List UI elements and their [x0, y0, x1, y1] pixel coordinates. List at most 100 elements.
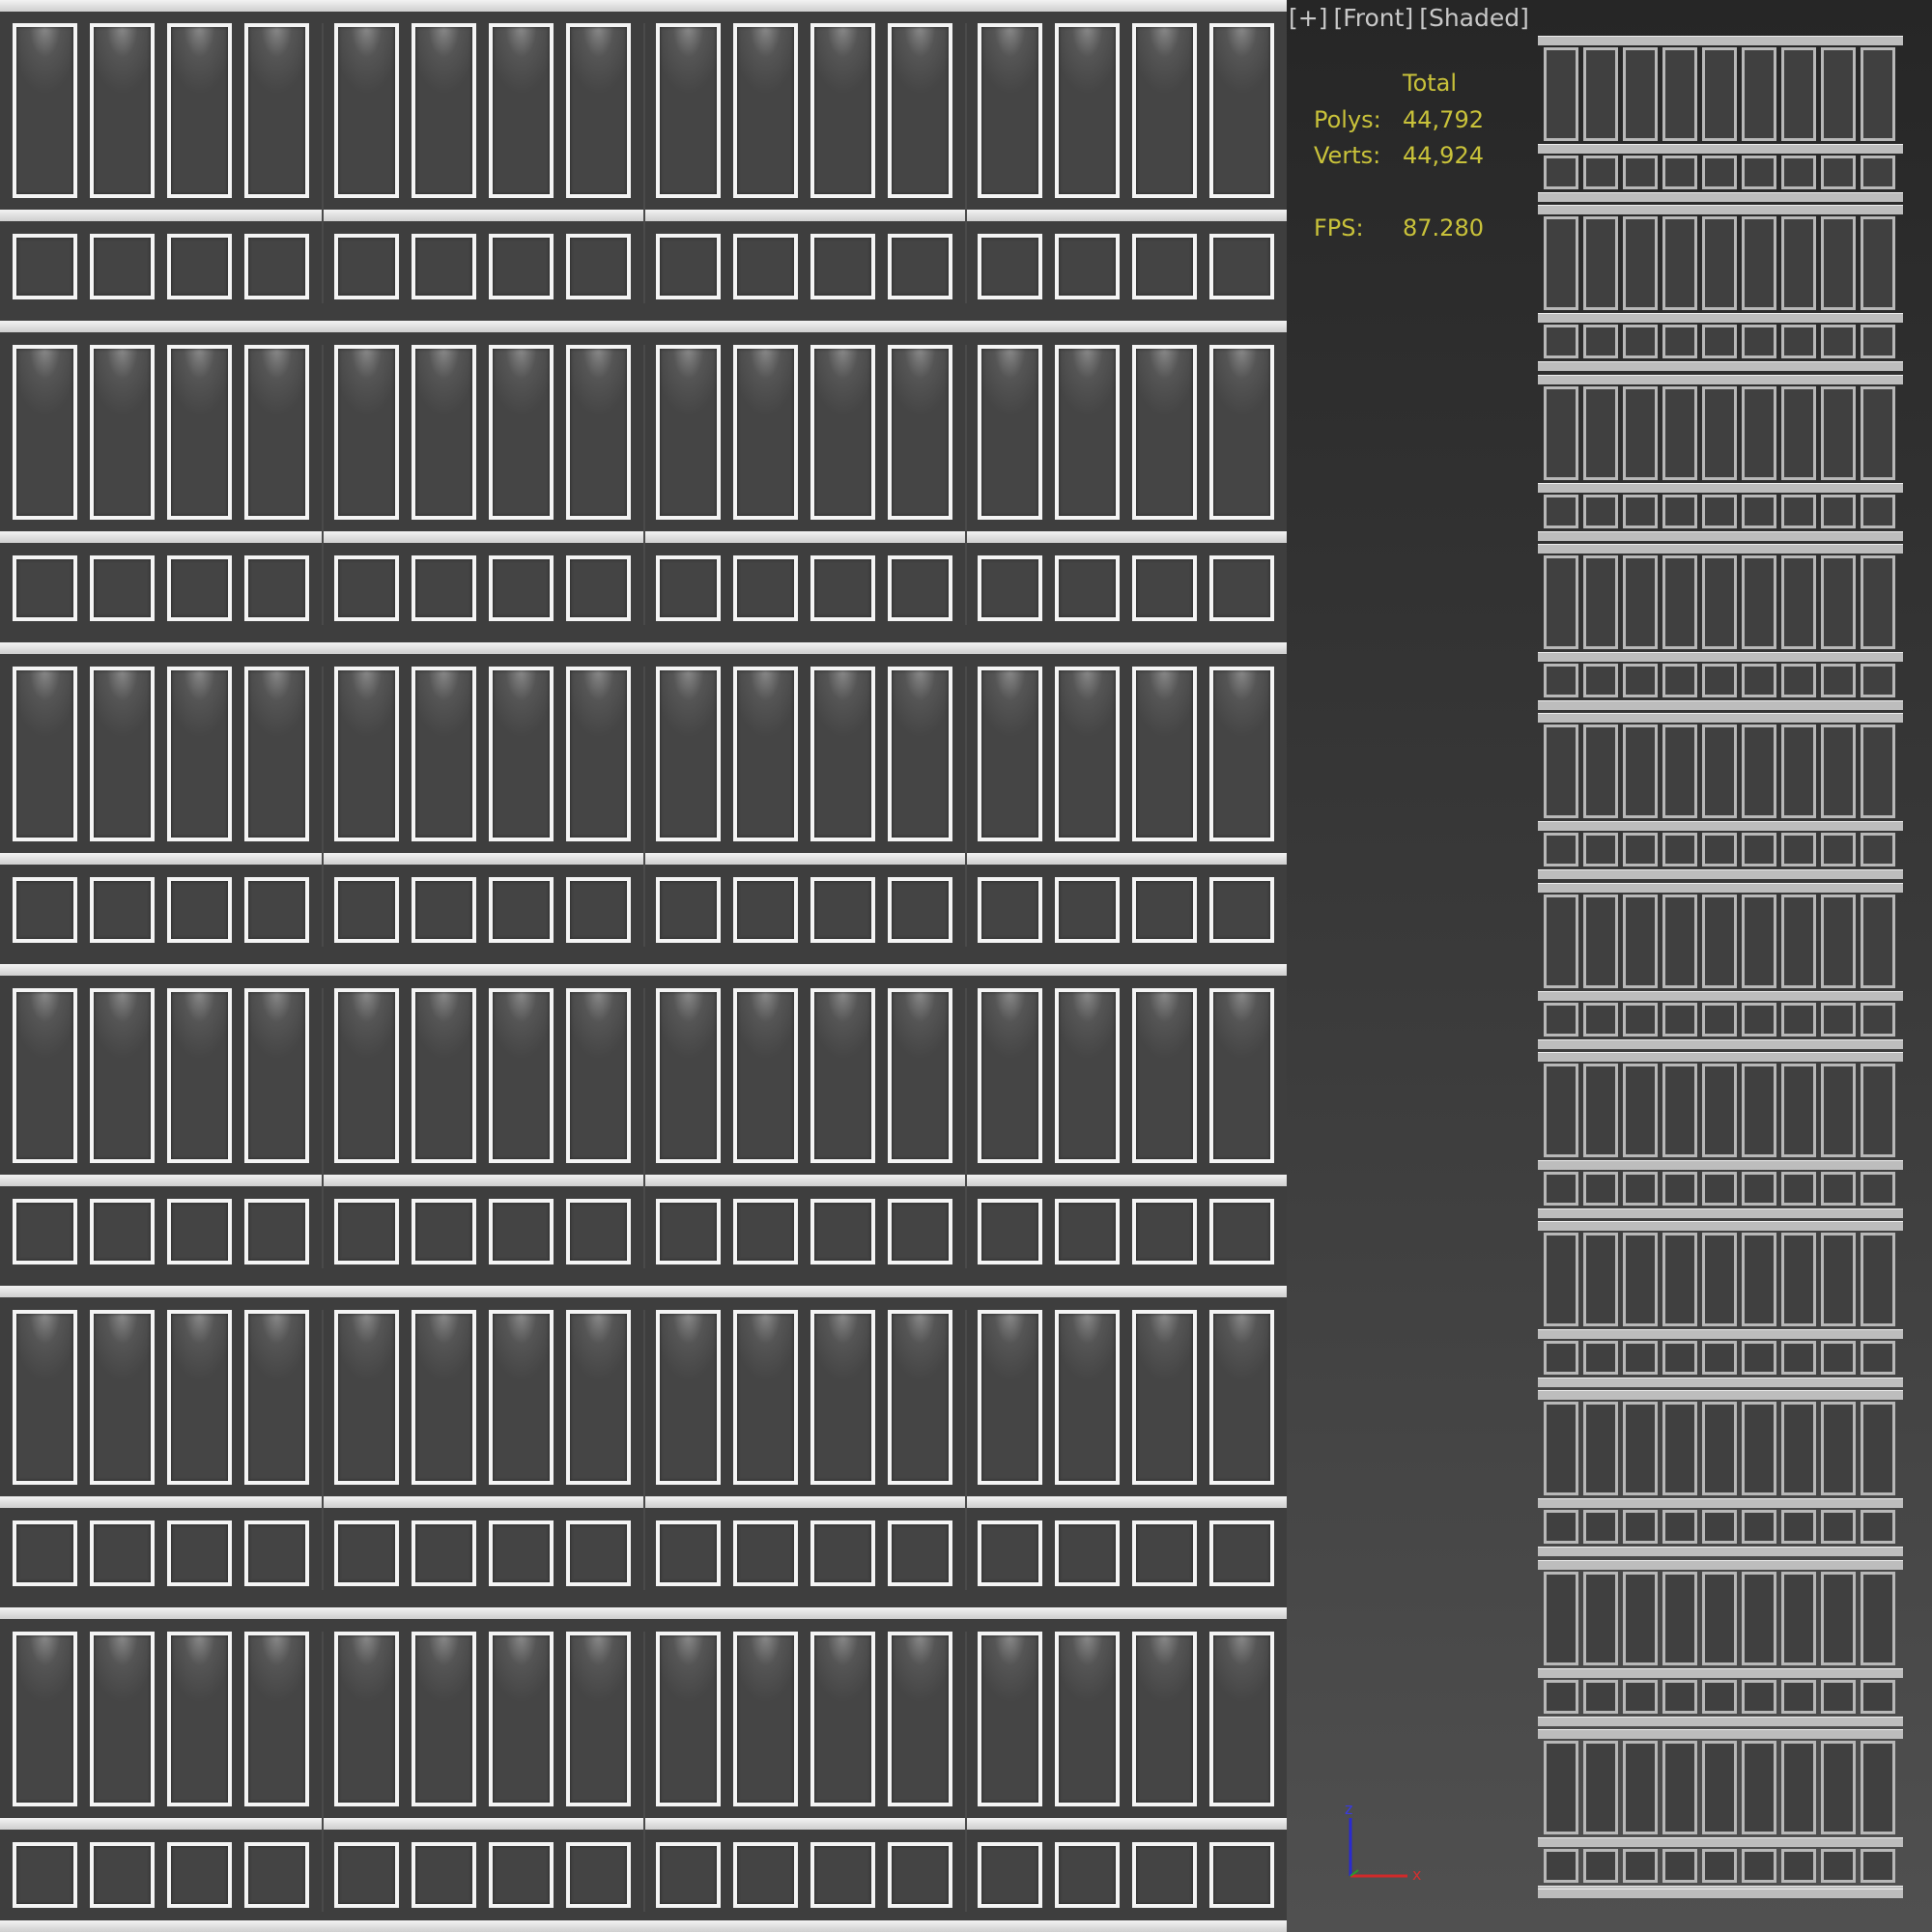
tall-panel — [1132, 345, 1197, 520]
short-panel — [1132, 1842, 1197, 1908]
model-tall-panel — [1583, 47, 1618, 141]
tall-panel — [489, 667, 554, 841]
tall-panel — [90, 667, 155, 841]
tall-panel — [167, 345, 232, 520]
viewport-shading-shaded[interactable]: [Shaded] — [1419, 4, 1529, 32]
model-tall-panel — [1742, 385, 1776, 480]
tall-panel — [412, 345, 476, 520]
tall-panel — [1209, 667, 1274, 841]
model-short-panel — [1662, 833, 1697, 867]
model-short-panel — [1662, 1849, 1697, 1883]
model-tall-panel — [1861, 724, 1895, 819]
model-short-panel — [1861, 663, 1895, 697]
model-short-panel — [1702, 1679, 1737, 1714]
model-short-panel — [1702, 1171, 1737, 1206]
tall-panel — [566, 667, 631, 841]
model-tall-panel — [1702, 1402, 1737, 1496]
tall-panel — [1209, 988, 1274, 1163]
tall-panel — [334, 1310, 399, 1485]
viewport-menu-plus[interactable]: [+] — [1289, 4, 1328, 32]
model-short-panel — [1544, 1849, 1578, 1883]
model-tall-panel — [1861, 1233, 1895, 1327]
model-short-panel — [1702, 833, 1737, 867]
short-panel — [334, 877, 399, 943]
model-short-panel — [1544, 663, 1578, 697]
tall-panel — [1055, 988, 1120, 1163]
short-panel — [167, 1199, 232, 1264]
model-short-panel — [1623, 1341, 1658, 1376]
tall-panel — [1132, 667, 1197, 841]
tall-panel — [656, 1310, 721, 1485]
group-separator — [965, 1632, 967, 1912]
model-short-panel — [1742, 663, 1776, 697]
model-short-panel — [1861, 1002, 1895, 1037]
short-panel — [888, 1520, 952, 1586]
trim-strip — [0, 1286, 1287, 1297]
model-tall-panel — [1544, 47, 1578, 141]
tall-panel — [1132, 1310, 1197, 1485]
model-short-panel — [1781, 1679, 1816, 1714]
model-ledge — [1538, 713, 1903, 724]
front-viewport[interactable]: [+] [Front] [Shaded] Total Polys: 44,792 Ve… — [1287, 0, 1932, 1932]
model-tall-panel — [1662, 724, 1697, 819]
trim-strip — [0, 1607, 1287, 1619]
model-ledge — [1538, 1051, 1903, 1062]
model-short-panel — [1662, 1679, 1697, 1714]
tall-panel — [489, 1310, 554, 1485]
model-tall-panel — [1861, 554, 1895, 649]
model-tall-panel — [1702, 216, 1737, 311]
model-tall-panel — [1821, 1571, 1856, 1665]
model-short-panel — [1544, 1679, 1578, 1714]
tall-panel — [1209, 345, 1274, 520]
tall-panel — [489, 1632, 554, 1806]
model-ledge — [1538, 192, 1903, 202]
model-short-panel — [1702, 325, 1737, 359]
short-panel — [412, 555, 476, 621]
model-tall-panel — [1623, 1233, 1658, 1327]
tall-panel — [13, 988, 77, 1163]
model-tall-panel — [1544, 1233, 1578, 1327]
model-ledge — [1538, 1378, 1903, 1388]
model-short-panel — [1702, 1002, 1737, 1037]
trim-strip — [0, 964, 1287, 976]
viewport-view-front[interactable]: [Front] — [1333, 4, 1414, 32]
model-short-panel — [1662, 494, 1697, 528]
model-tall-panel — [1662, 385, 1697, 480]
building-facade-model[interactable] — [1538, 36, 1903, 1898]
model-short-panel — [1583, 1341, 1618, 1376]
group-separator — [643, 23, 645, 303]
model-short-panel — [1781, 1171, 1816, 1206]
tall-panel — [167, 1632, 232, 1806]
short-panel — [489, 1199, 554, 1264]
tall-panel — [244, 23, 309, 198]
tall-panel — [13, 667, 77, 841]
short-panel — [566, 555, 631, 621]
model-ledge — [1538, 699, 1903, 710]
model-tall-panel — [1662, 1063, 1697, 1157]
model-short-panel — [1781, 325, 1816, 359]
model-tall-panel — [1583, 1233, 1618, 1327]
short-panel — [888, 1199, 952, 1264]
short-panel — [1055, 555, 1120, 621]
model-tall-panel — [1742, 1063, 1776, 1157]
z-axis-label: z — [1345, 1800, 1352, 1818]
tall-panel — [810, 667, 875, 841]
model-tall-panel — [1781, 1741, 1816, 1834]
short-panel — [810, 555, 875, 621]
model-tall-panel — [1583, 554, 1618, 649]
model-short-panel — [1662, 1341, 1697, 1376]
short-panel — [566, 877, 631, 943]
short-panel — [167, 555, 232, 621]
short-panel — [412, 234, 476, 299]
viewport-label[interactable]: [+] [Front] [Shaded] — [1289, 4, 1535, 32]
model-short-panel — [1662, 1510, 1697, 1545]
model-ledge — [1538, 1729, 1903, 1739]
model-short-panel — [1861, 1341, 1895, 1376]
model-tall-panel — [1781, 1402, 1816, 1496]
tall-panel — [733, 1632, 798, 1806]
model-short-panel — [1702, 494, 1737, 528]
model-tall-panel — [1702, 385, 1737, 480]
tall-panel — [412, 667, 476, 841]
fps-value: 87.280 — [1403, 214, 1484, 242]
model-short-panel — [1702, 156, 1737, 189]
